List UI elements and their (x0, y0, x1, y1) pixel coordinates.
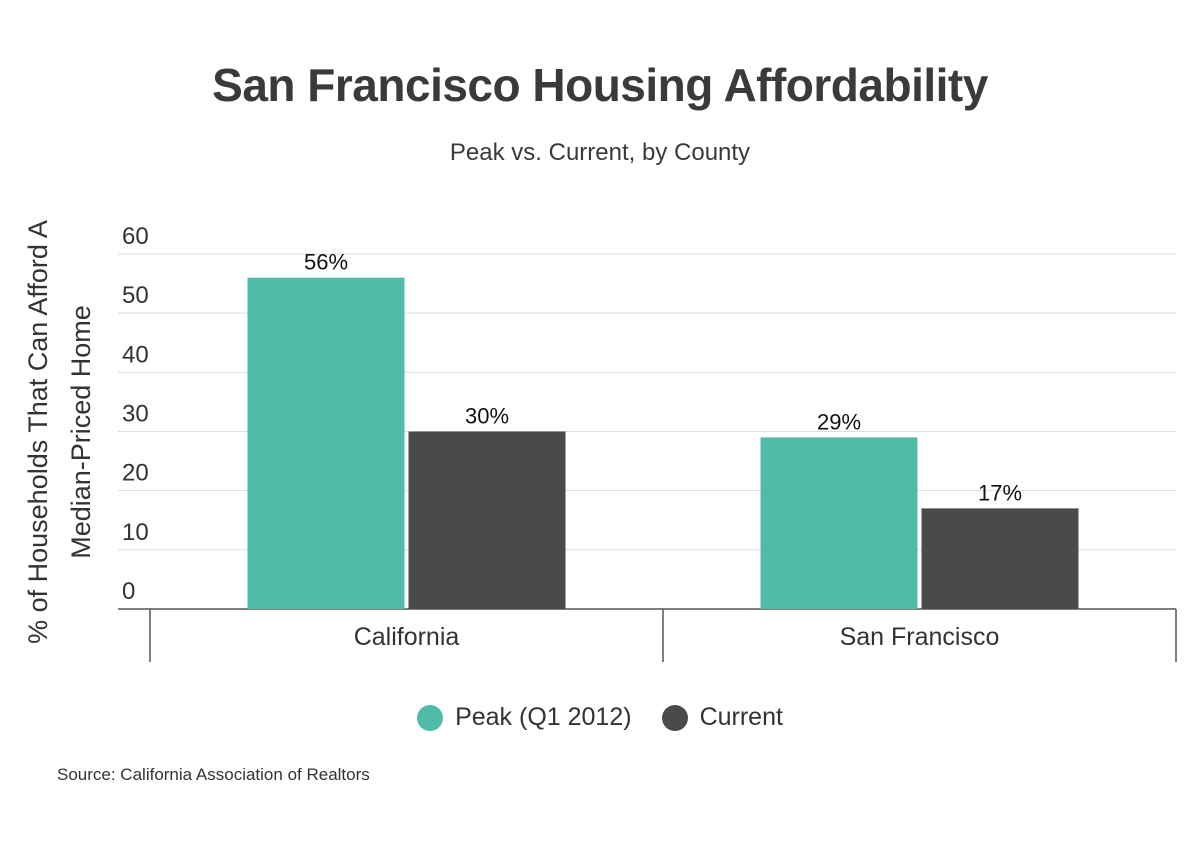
legend-item-peak: Peak (Q1 2012) (417, 703, 632, 732)
bar (247, 277, 405, 609)
y-axis-title-line: Median-Priced Home (66, 305, 96, 559)
x-category-label: California (354, 623, 460, 651)
bar (921, 508, 1079, 609)
y-axis-title: % of Households That Can Afford A Median-… (23, 220, 96, 644)
legend-label-peak: Peak (Q1 2012) (455, 703, 632, 731)
y-tick-label: 20 (122, 460, 149, 487)
y-tick-label: 0 (122, 578, 135, 605)
y-tick-label: 40 (122, 341, 149, 368)
legend-item-current: Current (661, 703, 783, 732)
bar-value-label: 56% (304, 250, 348, 275)
y-tick-label: 10 (122, 519, 149, 546)
source-note: Source: California Association of Realto… (57, 765, 370, 784)
y-tick-label: 60 (122, 223, 149, 250)
bar (408, 431, 566, 609)
y-tick-label: 30 (122, 401, 149, 428)
chart-subtitle: Peak vs. Current, by County (449, 139, 751, 166)
legend-swatch-current (661, 704, 688, 731)
bar-value-label: 30% (465, 404, 509, 429)
legend: Peak (Q1 2012) Current (0, 703, 1200, 732)
x-category-label: San Francisco (840, 623, 1000, 651)
y-axis-title-line: % of Households That Can Afford A (23, 220, 53, 644)
bar-value-label: 29% (817, 409, 861, 434)
legend-label-current: Current (699, 703, 783, 731)
y-tick-label: 50 (122, 282, 149, 309)
legend-swatch-peak (417, 704, 444, 731)
bar (760, 437, 918, 609)
chart-title: San Francisco Housing Affordability (212, 59, 988, 111)
bar-value-label: 17% (978, 480, 1022, 505)
